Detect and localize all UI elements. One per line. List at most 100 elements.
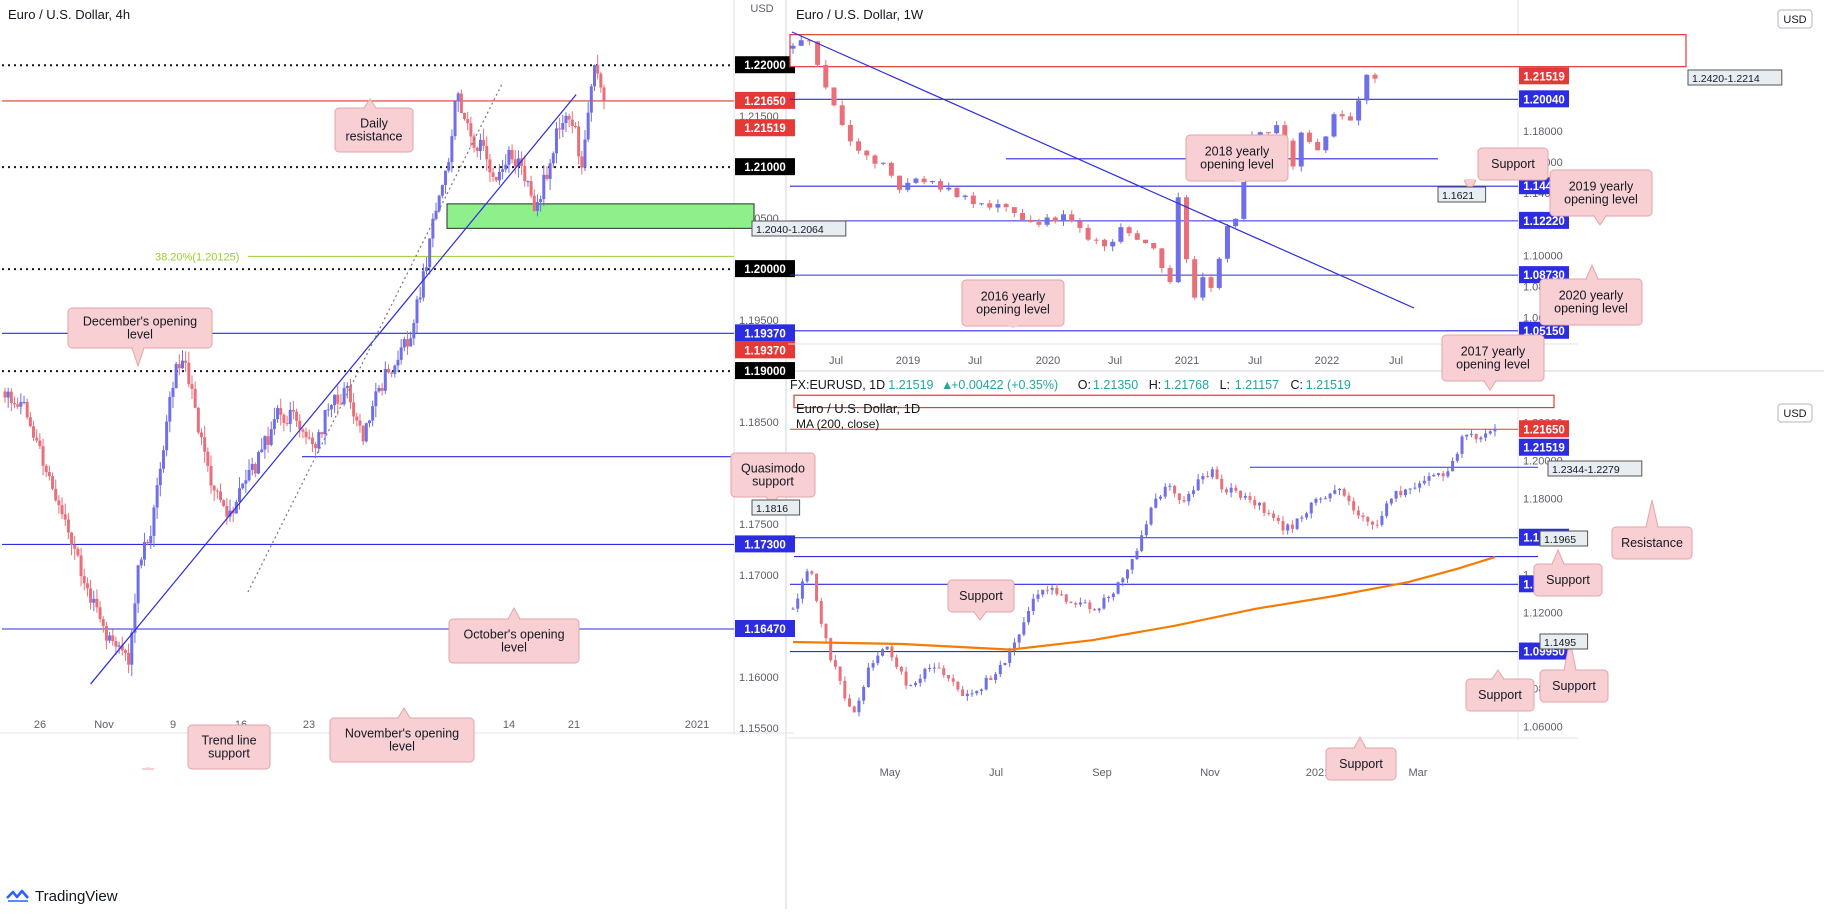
candle-body	[1309, 502, 1313, 514]
price-label-text: 1.21650	[1523, 424, 1565, 436]
y-tick-label: 1.12000	[1523, 608, 1563, 620]
candle-body	[82, 576, 86, 584]
supply-demand-zone	[446, 203, 755, 229]
candle-body	[921, 178, 927, 183]
candle-body	[111, 635, 115, 642]
change-up-icon: ▲	[941, 378, 953, 392]
candle-body	[1093, 609, 1097, 611]
x-tick-label: Mar	[1409, 767, 1428, 779]
candle-body	[1418, 483, 1422, 488]
candle-body	[225, 505, 229, 517]
candle-body	[374, 391, 378, 407]
candle-body	[1077, 221, 1083, 228]
daily-support-label-1495: 1.1495	[1539, 633, 1589, 650]
candle-body	[1347, 495, 1351, 502]
price-label: 1.21000	[735, 158, 795, 176]
candle-body	[320, 432, 324, 435]
candle-body	[13, 403, 17, 405]
symbol-info-o_label: O:	[1078, 378, 1091, 392]
price-label-bg	[735, 91, 795, 109]
candle-body	[70, 532, 74, 545]
callout-line: Support	[1546, 573, 1590, 587]
candle-body	[19, 402, 23, 407]
trend-line	[90, 94, 577, 685]
candle-body	[573, 126, 577, 128]
candle-body	[38, 440, 42, 447]
candle-body	[475, 147, 479, 152]
candle-body	[95, 598, 99, 608]
candle-body	[1078, 602, 1082, 605]
callout-box	[1533, 563, 1603, 597]
callout-2020-opening: 2020 yearly opening level	[1539, 263, 1643, 326]
candle-body	[1436, 473, 1440, 475]
callout-line: November's opening	[345, 727, 459, 741]
candle-body	[1101, 239, 1107, 247]
x-tick-label: 2020	[1036, 355, 1060, 367]
candle-body	[872, 155, 878, 164]
candle-body	[1339, 114, 1345, 117]
candle-body	[180, 360, 184, 369]
candle-body	[975, 690, 979, 694]
candle-body	[962, 195, 968, 198]
candle-body	[904, 671, 908, 686]
candle-body	[136, 565, 140, 604]
candle-body	[1168, 485, 1172, 487]
candle-body	[431, 218, 435, 239]
candle-body	[938, 181, 944, 190]
callout-pointer	[397, 707, 411, 719]
candle-body	[1385, 503, 1389, 516]
callout-pointer	[1353, 735, 1367, 749]
candle-body	[238, 488, 242, 502]
candle-body	[599, 73, 603, 88]
candle-body	[285, 422, 289, 424]
callout-line: Trend line	[201, 734, 256, 748]
candle-body	[1118, 227, 1124, 242]
callout-text: 2020 yearly opening level	[1554, 289, 1628, 316]
x-tick-label: Jul	[1108, 355, 1122, 367]
candle-body	[101, 619, 105, 627]
currency-badge[interactable]	[1777, 403, 1813, 423]
candle-body	[829, 638, 833, 661]
candle-body	[1319, 498, 1323, 500]
candle-body	[1064, 594, 1068, 602]
callout-pointer	[973, 611, 987, 621]
currency-badge[interactable]	[1777, 9, 1813, 29]
currency-badge: USD	[750, 3, 773, 15]
candle-body	[453, 101, 457, 137]
candle-body	[1389, 498, 1393, 504]
price-label: 1.22000	[735, 56, 795, 74]
candle-body	[1274, 125, 1280, 134]
small-label-text: 1.1816	[756, 503, 788, 515]
candle-body	[824, 623, 828, 639]
callout-text: Daily resistance	[346, 117, 403, 144]
x-tick-label: Nov	[1200, 767, 1220, 779]
candle-body	[361, 425, 365, 442]
candle-body	[561, 123, 565, 130]
tradingview-logo-icon	[6, 889, 29, 902]
candle-body	[250, 463, 254, 470]
x-tick-label: 23	[303, 719, 315, 731]
candle-body	[1028, 219, 1034, 223]
candle-body	[1093, 239, 1099, 241]
candle-body	[390, 372, 394, 374]
candle-body	[396, 359, 400, 366]
trend-line	[791, 31, 1415, 309]
candle-body	[1055, 587, 1059, 595]
x-tick-label: Jul	[829, 355, 843, 367]
candle-body	[1167, 267, 1173, 283]
x-tick-label: 14	[503, 719, 515, 731]
candle-body	[1290, 524, 1294, 529]
candle-body	[856, 141, 862, 151]
candle-body	[995, 204, 1001, 208]
callout-december-opening: December's opening level	[67, 307, 213, 368]
candle-body	[987, 203, 993, 208]
candle-body	[478, 139, 482, 152]
candle-body	[32, 426, 36, 438]
candle-body	[358, 420, 362, 426]
candle-body	[269, 429, 273, 445]
callout-text: 2017 yearly opening level	[1456, 345, 1530, 372]
candle-body	[1352, 501, 1356, 511]
candle-body	[1069, 214, 1075, 222]
candle-body	[222, 500, 226, 506]
candle-body	[866, 667, 870, 687]
